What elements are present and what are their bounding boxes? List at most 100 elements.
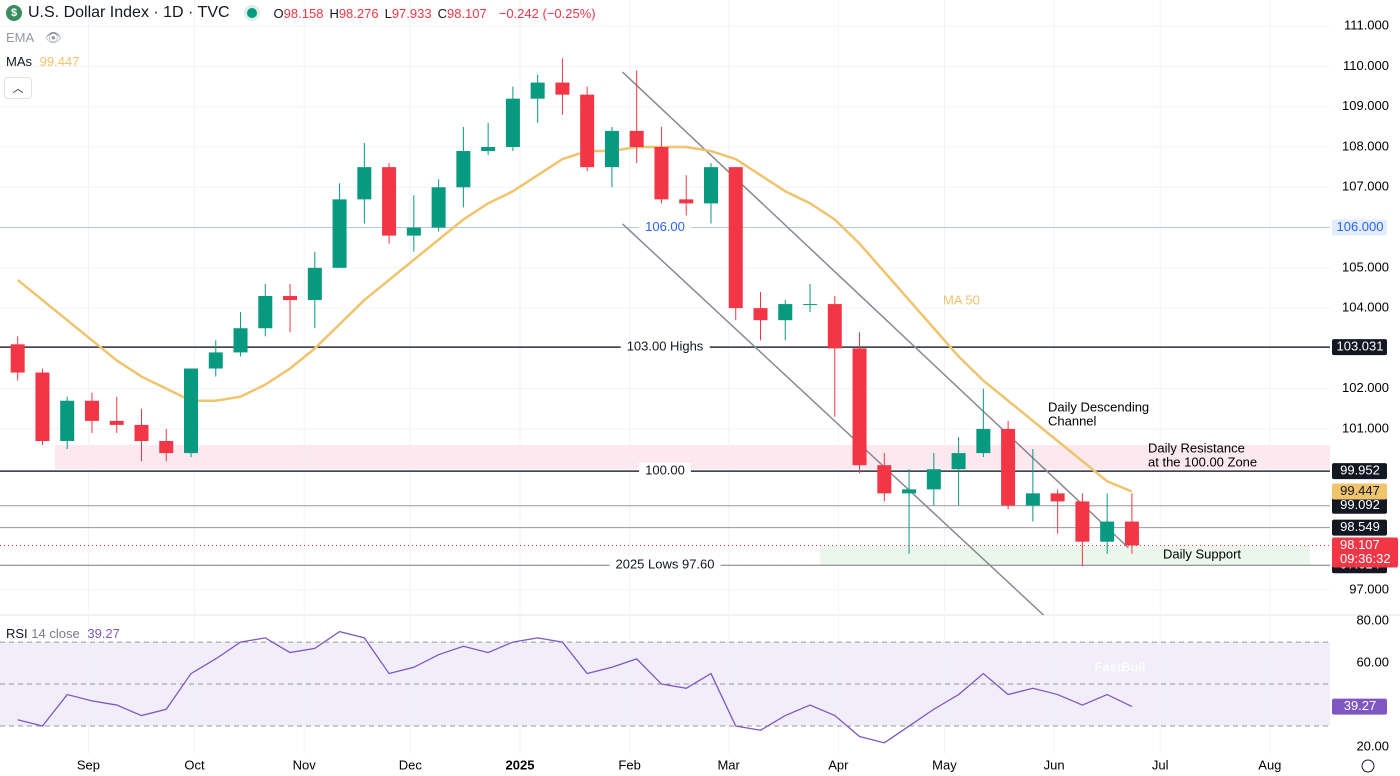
candle-body xyxy=(827,304,842,349)
settings-icon[interactable] xyxy=(1361,759,1375,773)
y-tick-label: 101.000 xyxy=(1342,420,1389,435)
level-label: 103.031 xyxy=(1337,339,1384,354)
x-tick-label: Dec xyxy=(399,757,423,772)
x-tick-label: 2025 xyxy=(506,757,535,772)
candle-body xyxy=(1075,501,1090,542)
level-label-bg xyxy=(1332,219,1387,236)
candle-body xyxy=(382,167,397,236)
y-tick-label: 105.000 xyxy=(1342,259,1389,274)
candle-body xyxy=(580,94,595,168)
x-tick-label: Jun xyxy=(1044,757,1065,772)
annotation: Daily Support xyxy=(1163,546,1241,561)
candle-body xyxy=(803,304,818,306)
rsi-header: RSI 14 close 39.27 xyxy=(6,626,120,641)
level-label: 106.000 xyxy=(1337,219,1384,234)
candle-body xyxy=(951,453,966,470)
level-label: 98.549 xyxy=(1340,519,1380,534)
level-note-bg xyxy=(639,218,691,234)
candle-body xyxy=(134,424,149,442)
level-note: 2025 Lows 97.60 xyxy=(615,557,714,572)
candle-body xyxy=(728,167,743,309)
candle-body xyxy=(976,428,991,454)
rsi-value: 39.27 xyxy=(87,626,120,641)
candle-body xyxy=(505,98,520,148)
candle-body xyxy=(84,400,99,421)
level-note: 106.00 xyxy=(645,219,685,234)
rsi-line xyxy=(17,630,1133,744)
candle-body xyxy=(1050,493,1065,502)
candle-body xyxy=(332,199,347,268)
x-tick-label: Nov xyxy=(293,757,317,772)
mas-row: MAs 99.447 xyxy=(6,54,79,69)
candle-body xyxy=(926,469,941,490)
status-dot xyxy=(243,5,260,21)
symbol-title[interactable]: U.S. Dollar Index · 1D · TVC xyxy=(28,4,230,21)
ema-row: EMA 👁 xyxy=(6,30,62,46)
hide-icon[interactable]: 👁 xyxy=(45,30,62,45)
ohlc-value: 98.107 xyxy=(446,5,487,21)
candle-body xyxy=(753,308,768,321)
y-tick-label: 97.000 xyxy=(1349,581,1389,596)
ohlc-value: 97.933 xyxy=(391,5,432,21)
y-tick-label: 108.000 xyxy=(1342,138,1389,153)
candle-body xyxy=(1124,521,1139,546)
ma-value-label: 99.447 xyxy=(1340,483,1380,498)
ohlc-value: 98.158 xyxy=(283,5,324,21)
y-tick-label: 60.00 xyxy=(1356,655,1389,670)
level-note: 100.00 xyxy=(645,463,685,478)
candle-body xyxy=(184,368,199,454)
candle-body xyxy=(481,147,496,152)
candle-body xyxy=(629,130,644,148)
x-tick-label: Apr xyxy=(828,757,849,772)
level-note-bg xyxy=(620,338,710,354)
level-label: 99.092 xyxy=(1340,497,1380,512)
rsi-value-label-bg xyxy=(1332,698,1387,715)
x-tick-label: Oct xyxy=(184,757,205,772)
ema-label[interactable]: EMA xyxy=(6,30,34,45)
y-tick-label: 20.00 xyxy=(1356,738,1389,753)
x-tick-label: Feb xyxy=(618,757,640,772)
candle-body xyxy=(1100,521,1115,542)
candle-body xyxy=(283,296,298,301)
level-label: 99.952 xyxy=(1340,463,1380,478)
candle-body xyxy=(357,167,372,200)
price-label-bg xyxy=(1332,537,1398,568)
header: $ U.S. Dollar Index · 1D · TVC O98.158 H9… xyxy=(6,4,596,22)
candle-body xyxy=(902,489,917,494)
x-tick-label: Aug xyxy=(1258,757,1281,772)
candle-body xyxy=(109,420,124,425)
ohlc-key: O xyxy=(273,5,284,21)
ma-value-label-bg xyxy=(1332,483,1387,500)
x-tick-label: Mar xyxy=(717,757,740,772)
y-tick-label: 107.000 xyxy=(1342,179,1389,194)
ohlc-key: H xyxy=(329,5,339,21)
x-tick-label: May xyxy=(932,757,957,772)
level-label-bg xyxy=(1332,519,1387,536)
y-tick-label: 111.000 xyxy=(1344,18,1389,33)
rsi-title[interactable]: RSI xyxy=(6,626,28,641)
collapse-button[interactable]: ︿ xyxy=(4,77,32,99)
countdown: 09:36:32 xyxy=(1340,551,1391,566)
mas-label[interactable]: MAs xyxy=(6,54,32,69)
y-tick-label: 80.00 xyxy=(1356,613,1389,628)
level-label-bg xyxy=(1332,339,1387,356)
ma-label: MA 50 xyxy=(943,292,980,307)
candle-body xyxy=(778,304,793,321)
ohlc: O98.158 H98.276 L97.933 C98.107 xyxy=(274,6,493,21)
y-tick-label: 102.000 xyxy=(1342,380,1389,395)
y-tick-label: 104.000 xyxy=(1342,300,1389,315)
candle-body xyxy=(530,82,545,99)
price-label: 98.107 xyxy=(1340,537,1380,552)
candle-body xyxy=(654,147,669,200)
annotation: at the 100.00 Zone xyxy=(1148,454,1257,469)
ohlc-key: C xyxy=(437,5,447,21)
candle-body xyxy=(604,130,619,168)
candle-body xyxy=(1001,428,1016,506)
ma-line xyxy=(16,145,1133,493)
annotation: Daily Resistance xyxy=(1148,440,1245,455)
candle-body xyxy=(456,151,471,188)
level-note: 103.00 Highs xyxy=(627,339,704,354)
x-tick-label: Sep xyxy=(77,757,100,772)
change: −0.242 (−0.25%) xyxy=(498,5,596,21)
